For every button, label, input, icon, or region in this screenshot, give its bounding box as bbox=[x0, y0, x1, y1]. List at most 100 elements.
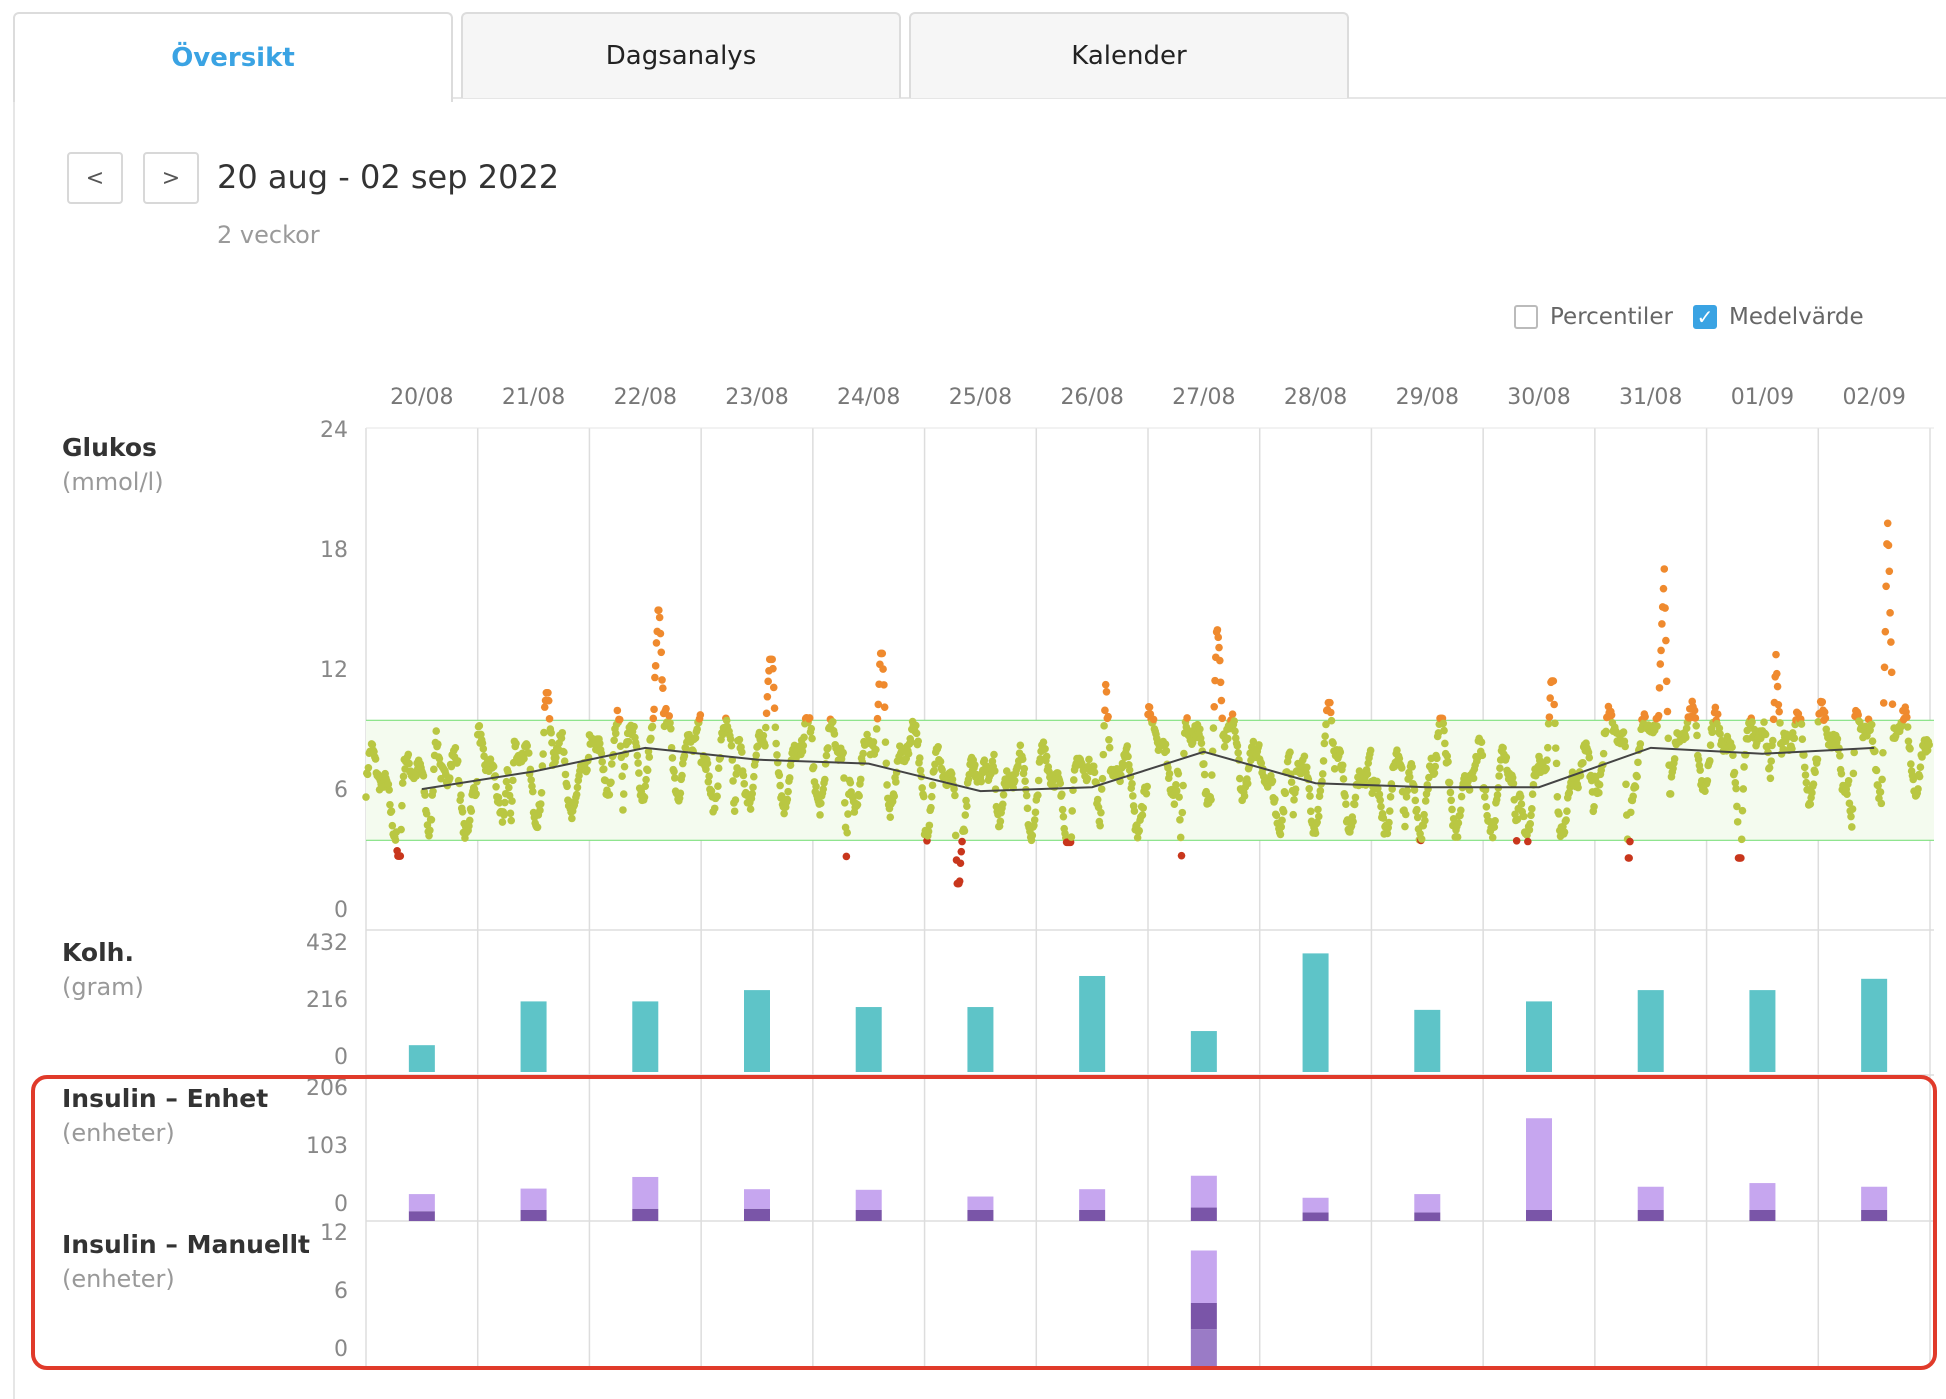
y-tick-label: 206 bbox=[306, 1076, 348, 1101]
tab-oversikt[interactable]: Översikt bbox=[13, 12, 453, 102]
glucose-point bbox=[524, 749, 533, 757]
glucose-point bbox=[1542, 764, 1550, 773]
tab-kalender[interactable]: Kalender bbox=[909, 12, 1349, 98]
glucose-point bbox=[1776, 719, 1784, 727]
glucose-point bbox=[703, 759, 712, 768]
glucose-point bbox=[961, 811, 970, 819]
glucose-point bbox=[599, 765, 608, 773]
glucose-point bbox=[934, 743, 942, 751]
glucose-point bbox=[662, 704, 670, 713]
glucose-point bbox=[783, 795, 792, 804]
glucose-point bbox=[1039, 738, 1048, 746]
glucose-point bbox=[1701, 787, 1709, 795]
glucose-point bbox=[958, 837, 966, 846]
y-tick-label: 216 bbox=[306, 988, 348, 1013]
prev-period-button[interactable]: < bbox=[67, 152, 123, 204]
glucose-point bbox=[1800, 751, 1808, 759]
insulin-unit-bar-base bbox=[855, 1209, 882, 1221]
x-tick-label: 21/08 bbox=[502, 385, 565, 410]
glucose-point bbox=[533, 823, 542, 832]
glucose-point bbox=[498, 818, 507, 826]
glucose-point bbox=[1706, 741, 1715, 749]
glucose-point bbox=[1488, 833, 1497, 842]
glucose-point bbox=[1528, 805, 1536, 813]
glucose-point bbox=[839, 748, 847, 757]
glucose-point bbox=[846, 778, 855, 787]
glucose-point bbox=[1773, 682, 1782, 691]
glucose-point bbox=[1631, 783, 1640, 791]
glucose-point bbox=[1133, 833, 1142, 842]
glucose-point bbox=[963, 802, 971, 811]
glucose-point bbox=[1375, 790, 1384, 799]
glucose-point bbox=[1779, 745, 1787, 753]
glucose-point bbox=[1373, 777, 1381, 786]
glucose-point bbox=[435, 754, 444, 763]
glucose-point bbox=[479, 745, 488, 753]
glucose-point bbox=[1837, 769, 1846, 778]
glucose-point bbox=[561, 770, 570, 779]
glucose-point bbox=[1374, 784, 1382, 793]
glucose-point bbox=[880, 703, 889, 711]
percentiles-checkbox[interactable] bbox=[1514, 305, 1538, 329]
glucose-point bbox=[1457, 806, 1465, 815]
glucose-point bbox=[960, 827, 969, 835]
glucose-point bbox=[1231, 727, 1239, 735]
glucose-point bbox=[1904, 737, 1913, 746]
carbs-bar bbox=[744, 990, 770, 1072]
insulin-unit-bar-bolus bbox=[1526, 1118, 1552, 1210]
glucose-point bbox=[619, 806, 627, 814]
glucose-point bbox=[881, 738, 890, 746]
glucose-point bbox=[563, 782, 571, 791]
glucose-point bbox=[1550, 700, 1558, 709]
glucose-point bbox=[635, 769, 643, 777]
glucose-point bbox=[659, 684, 667, 692]
glucose-point bbox=[1223, 734, 1232, 743]
next-period-button[interactable]: > bbox=[143, 152, 199, 204]
mean-toggle[interactable]: ✓ Medelvärde bbox=[1693, 304, 1864, 330]
glucose-point bbox=[1848, 823, 1856, 831]
checkmark-icon: ✓ bbox=[1696, 305, 1714, 329]
carbs-unit: (gram) bbox=[62, 973, 144, 1001]
glucose-point bbox=[1813, 755, 1822, 764]
glucose-point bbox=[540, 728, 548, 737]
glucose-point bbox=[1820, 708, 1829, 716]
percentiles-toggle[interactable]: Percentiler bbox=[1514, 304, 1673, 330]
glucose-point bbox=[465, 816, 474, 825]
glucose-point bbox=[1379, 814, 1388, 822]
glucose-point bbox=[1349, 817, 1357, 826]
glucose-point bbox=[384, 780, 393, 789]
glucose-point bbox=[1445, 778, 1454, 787]
glucose-point bbox=[1058, 790, 1066, 799]
glucose-point bbox=[1230, 717, 1238, 725]
glucose-point bbox=[528, 787, 537, 796]
glucose-point bbox=[1655, 684, 1664, 692]
glucose-point bbox=[545, 715, 554, 723]
glucose-point bbox=[999, 791, 1008, 799]
glucose-point bbox=[1031, 808, 1040, 817]
glucose-point bbox=[1907, 760, 1915, 768]
glucose-point bbox=[1659, 584, 1668, 593]
glucose-point bbox=[1716, 730, 1724, 738]
glucose-point bbox=[759, 731, 768, 740]
tab-label: Kalender bbox=[1071, 41, 1187, 71]
insulin-unit-bar-base bbox=[1414, 1212, 1441, 1221]
glucose-point bbox=[642, 775, 650, 784]
glucose-point bbox=[480, 752, 488, 761]
glucose-point bbox=[655, 606, 663, 614]
glucose-point bbox=[404, 750, 413, 759]
glucose-point bbox=[1666, 790, 1675, 798]
glucose-point bbox=[652, 639, 661, 647]
glucose-point bbox=[1268, 777, 1277, 785]
glucose-point bbox=[873, 714, 882, 723]
glucose-point bbox=[880, 681, 888, 689]
glucose-point bbox=[1209, 724, 1218, 732]
glucose-point bbox=[371, 755, 380, 763]
chevron-right-icon: > bbox=[161, 165, 181, 191]
tab-dagsanalys[interactable]: Dagsanalys bbox=[461, 12, 901, 98]
glucose-point bbox=[1713, 710, 1722, 719]
mean-checkbox[interactable]: ✓ bbox=[1693, 305, 1717, 329]
glucose-point bbox=[1457, 792, 1466, 801]
insulin-highlight-box bbox=[31, 1075, 1937, 1370]
glucose-point bbox=[1761, 730, 1770, 739]
glucose-point bbox=[1234, 749, 1242, 757]
